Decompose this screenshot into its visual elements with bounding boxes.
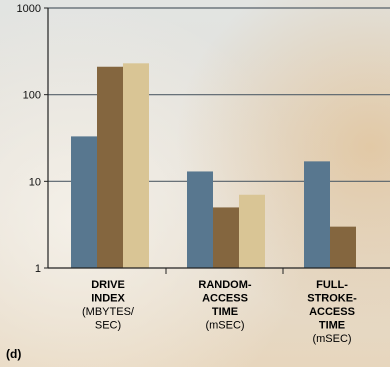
axes: 1 10 100 1000 (17, 3, 390, 275)
bar-series2-cat1 (97, 66, 123, 268)
category-unit-line: (mSEC) (205, 320, 244, 332)
bars (71, 63, 356, 268)
category-title-line: TIME (319, 320, 345, 332)
category-unit-line: (mSEC) (312, 333, 351, 345)
bar-series3-cat1 (123, 63, 149, 268)
bar-series1-cat1 (71, 136, 97, 268)
category-title-line: DRIVE (91, 279, 125, 291)
y-tick-label: 10 (29, 176, 41, 188)
category-unit-line: SEC) (95, 320, 121, 332)
bar-series2-cat2 (213, 207, 239, 268)
category-title-line: RANDOM- (198, 279, 251, 291)
panel-label: (d) (6, 347, 21, 361)
category-title-line: ACCESS (202, 293, 248, 305)
y-tick-label: 100 (23, 90, 41, 102)
bar-series1-cat3 (304, 161, 330, 268)
y-tick-label: 1000 (17, 3, 41, 15)
labels: DRIVEINDEX(MBYTES/SEC)RANDOM-ACCESSTIME(… (82, 279, 357, 345)
bar-series1-cat2 (187, 171, 213, 268)
category-title-line: STROKE- (307, 293, 357, 305)
category-title-line: INDEX (91, 293, 125, 305)
category-title-line: FULL- (316, 279, 348, 291)
category-title-line: TIME (212, 306, 238, 318)
y-tick-label: 1 (35, 263, 41, 275)
category-unit-line: (MBYTES/ (82, 306, 135, 318)
category-title-line: ACCESS (309, 306, 355, 318)
bar-series3-cat2 (239, 194, 265, 268)
bar-series2-cat3 (330, 226, 356, 268)
